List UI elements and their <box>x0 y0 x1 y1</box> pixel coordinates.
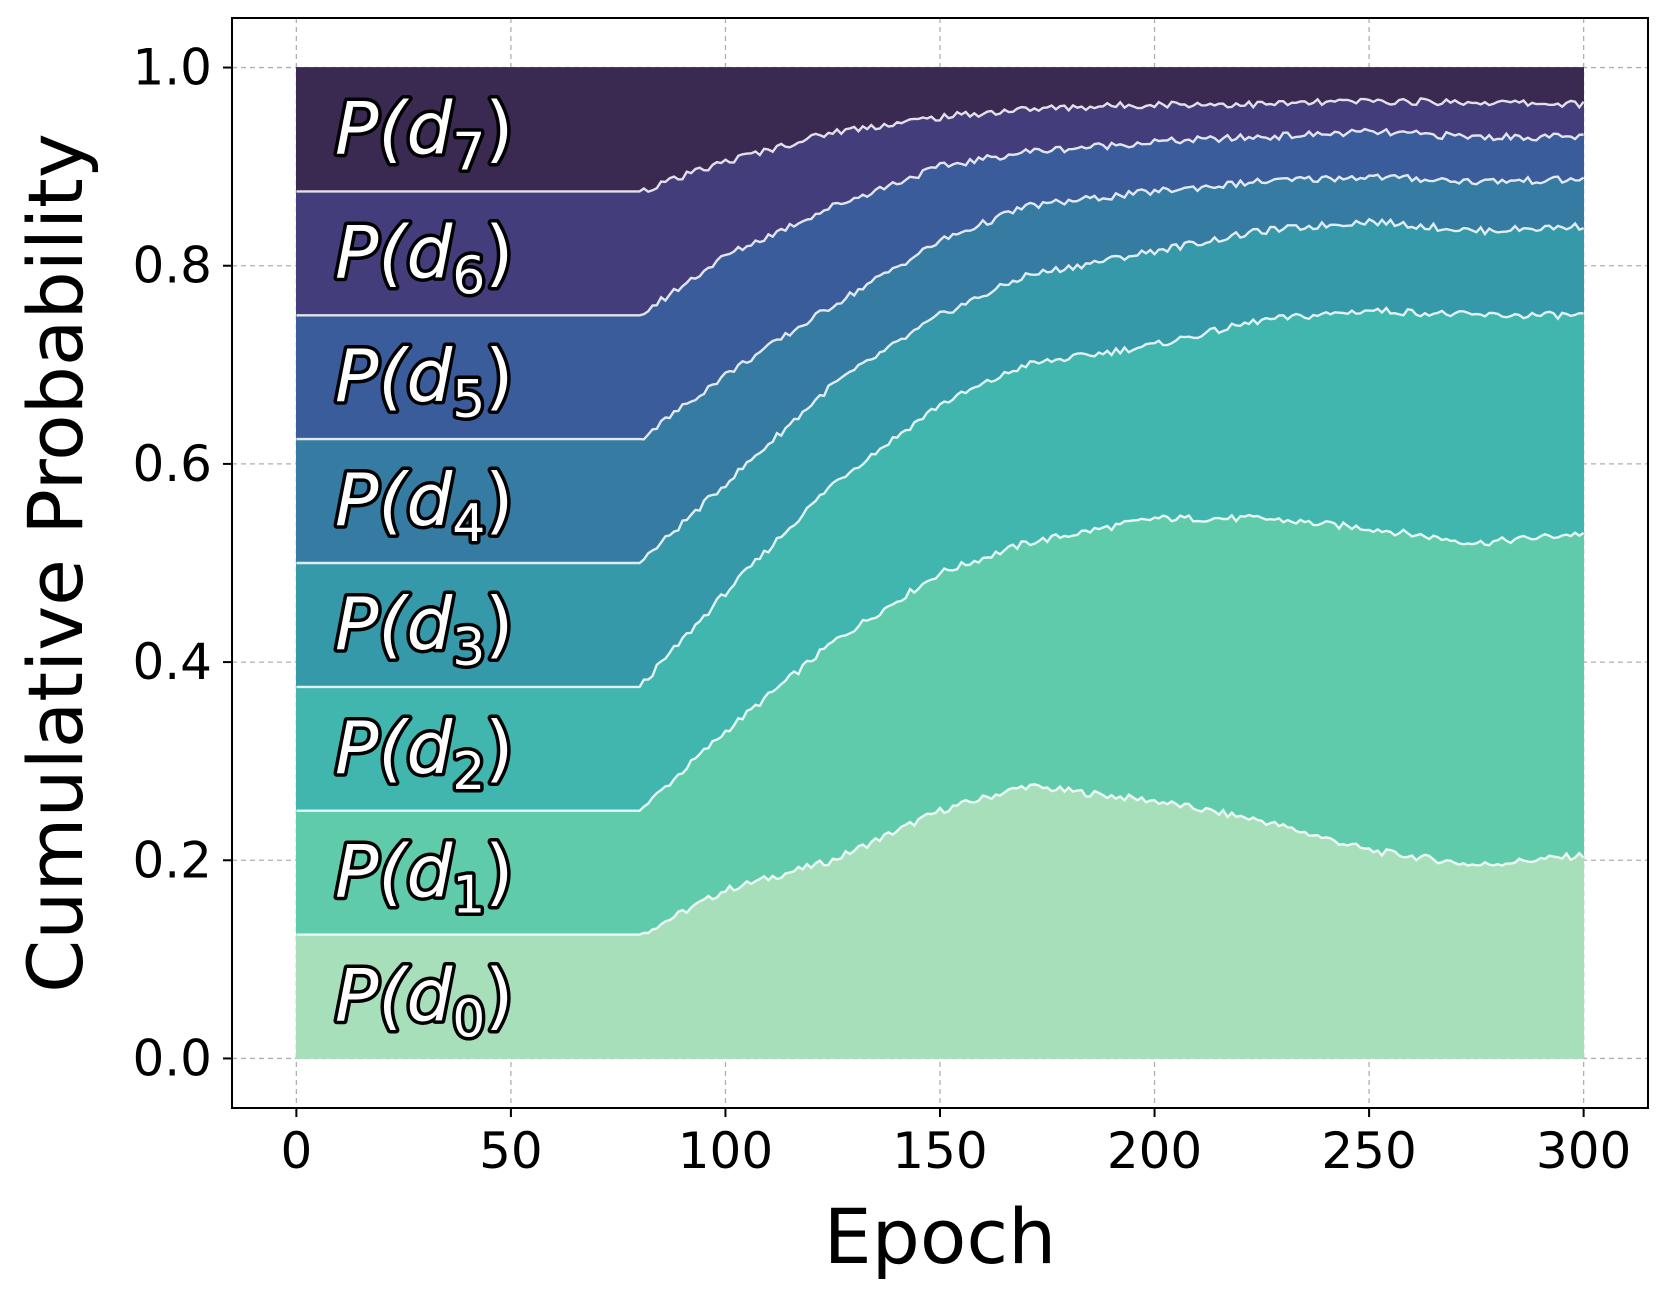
x-tick-label-3: 150 <box>892 1122 987 1180</box>
band-label-pd0: P(d0) <box>335 954 513 1050</box>
band-boundaries <box>296 97 1585 936</box>
x-tick-label-6: 300 <box>1536 1122 1631 1180</box>
x-axis-ticks: 0 50 100 150 200 250 300 <box>280 1108 1631 1180</box>
x-tick-label-2: 100 <box>678 1122 773 1180</box>
boundary-line-5 <box>296 127 1584 317</box>
band-label-pd1: P(d1) <box>335 830 513 926</box>
band-label-pd5: P(d5) <box>335 334 513 430</box>
band-label-pd7: P(d7) <box>335 86 513 182</box>
y-tick-label-2: 0.4 <box>132 633 212 691</box>
y-axis-ticks: 0.0 0.2 0.4 0.6 0.8 1.0 <box>132 39 232 1087</box>
boundary-line-1 <box>296 513 1585 812</box>
y-tick-label-3: 0.6 <box>132 435 212 493</box>
boundary-line-0 <box>296 783 1585 936</box>
band-label-pd6: P(d6) <box>335 210 513 306</box>
y-tick-label-0: 0.0 <box>132 1029 212 1087</box>
band-label-pd3: P(d3) <box>335 582 513 678</box>
boundary-line-6 <box>296 97 1585 194</box>
y-tick-label-5: 1.0 <box>132 39 212 97</box>
boundary-line-4 <box>296 173 1585 441</box>
band-label-pd2: P(d2) <box>335 706 513 802</box>
x-tick-label-4: 200 <box>1107 1122 1202 1180</box>
band-label-pd4: P(d4) <box>335 458 513 554</box>
y-tick-label-4: 0.8 <box>132 237 212 295</box>
x-axis-title: Epoch <box>824 1192 1057 1281</box>
y-tick-label-1: 0.2 <box>132 831 212 889</box>
x-tick-label-1: 50 <box>479 1122 543 1180</box>
boundary-line-3 <box>296 217 1584 565</box>
x-tick-label-0: 0 <box>280 1122 312 1180</box>
boundary-line-2 <box>296 306 1584 689</box>
band-labels: P(d0) P(d1) P(d2) P(d3) P(d4) P(d5) P(d6) P(d7) <box>331 83 516 1053</box>
x-tick-label-5: 250 <box>1321 1122 1416 1180</box>
y-axis-title: Cumulative Probability <box>11 133 100 993</box>
